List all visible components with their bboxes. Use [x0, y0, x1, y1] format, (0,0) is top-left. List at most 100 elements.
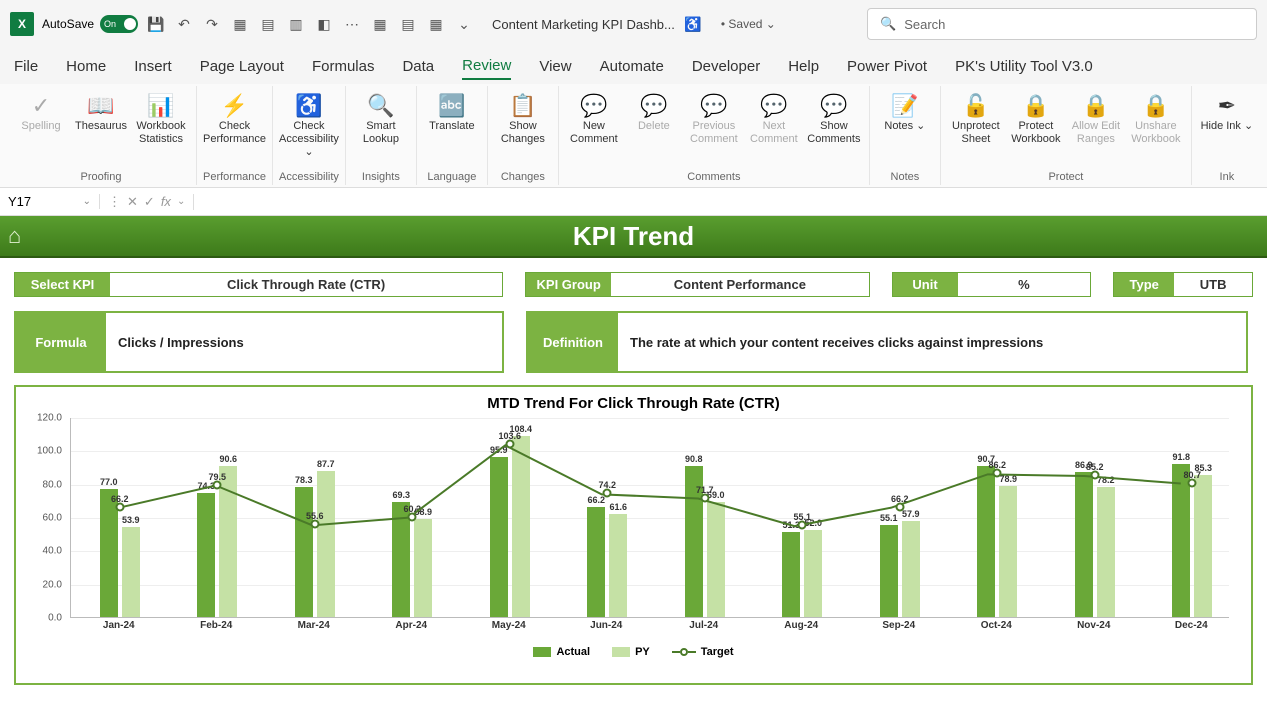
ribbon-icon: 🔓	[962, 92, 989, 120]
name-box[interactable]: Y17⌄	[0, 194, 100, 209]
tab-insert[interactable]: Insert	[134, 54, 172, 79]
type-label: Type	[1114, 273, 1174, 296]
ribbon-btn-label: Protect Workbook	[1009, 120, 1063, 146]
ribbon-btn-check-accessibility-[interactable]: ♿Check Accessibility ⌄	[280, 88, 338, 164]
chart-legend: Actual PY Target	[28, 644, 1239, 658]
ribbon-btn-previous-comment: 💬Previous Comment	[685, 88, 743, 150]
x-label: Aug-24	[784, 620, 818, 631]
toggle-switch[interactable]: On	[100, 15, 138, 33]
definition-label: Definition	[528, 313, 618, 371]
save-icon[interactable]: 💾	[146, 14, 166, 34]
bar-actual-label: 77.0	[96, 477, 122, 487]
tab-file[interactable]: File	[14, 54, 38, 79]
legend-target: Target	[672, 646, 734, 658]
target-marker	[1188, 478, 1197, 487]
fx-menu-icon[interactable]: ⋮	[108, 194, 121, 210]
tab-developer[interactable]: Developer	[692, 54, 760, 79]
x-label: Jul-24	[689, 620, 718, 631]
ribbon-btn-label: Check Accessibility ⌄	[279, 120, 339, 160]
home-icon[interactable]: ⌂	[8, 223, 21, 249]
legend-py: PY	[612, 646, 650, 658]
fx-icon[interactable]: fx	[161, 194, 171, 209]
tab-power-pivot[interactable]: Power Pivot	[847, 54, 927, 79]
qat-icon-4[interactable]: ◧	[314, 14, 334, 34]
ribbon: ✓Spelling📖Thesaurus📊Workbook StatisticsP…	[0, 84, 1267, 188]
tab-page-layout[interactable]: Page Layout	[200, 54, 284, 79]
qat-icon-7[interactable]: ▤	[398, 14, 418, 34]
tab-help[interactable]: Help	[788, 54, 819, 79]
bar-py	[512, 436, 530, 617]
tab-pk-s-utility-tool-v3-0[interactable]: PK's Utility Tool V3.0	[955, 54, 1093, 79]
tab-review[interactable]: Review	[462, 53, 511, 80]
ribbon-icon: ✒	[1218, 92, 1236, 120]
ribbon-btn-next-comment: 💬Next Comment	[745, 88, 803, 150]
ribbon-btn-label: Allow Edit Ranges	[1069, 120, 1123, 146]
bar-actual	[295, 487, 313, 618]
select-kpi-chip[interactable]: Select KPI Click Through Rate (CTR)	[14, 272, 503, 297]
y-axis: 0.020.040.060.080.0100.0120.0	[28, 418, 66, 618]
formula-value: Clicks / Impressions	[106, 313, 502, 371]
search-input[interactable]: 🔍 Search	[867, 8, 1257, 40]
saved-status[interactable]: • Saved ⌄	[721, 17, 776, 31]
ribbon-group-protect: 🔓Unprotect Sheet🔒Protect Workbook 🔒Allow …	[941, 86, 1192, 185]
ribbon-btn-show-comments[interactable]: 💬Show Comments	[805, 88, 863, 150]
redo-icon[interactable]: ↷	[202, 14, 222, 34]
bar-py-label: 90.6	[215, 454, 241, 464]
ribbon-btn-hide-ink-[interactable]: ✒Hide Ink ⌄	[1198, 88, 1256, 137]
ribbon-btn-show-changes[interactable]: 📋Show Changes	[494, 88, 552, 150]
gridline	[71, 418, 1229, 419]
qat-icon-1[interactable]: ▦	[230, 14, 250, 34]
fx-dropdown-icon[interactable]: ⌄	[177, 196, 185, 207]
chevron-down-icon: ⌄	[83, 196, 91, 207]
ribbon-tabs: File Home Insert Page Layout Formulas Data Rev…	[0, 48, 1267, 84]
ribbon-btn-workbook-statistics[interactable]: 📊Workbook Statistics	[132, 88, 190, 150]
bar-actual-label: 69.3	[388, 490, 414, 500]
ribbon-btn-check-performance[interactable]: ⚡Check Performance	[205, 88, 263, 150]
tab-home[interactable]: Home	[66, 54, 106, 79]
ribbon-btn-new-comment[interactable]: 💬New Comment	[565, 88, 623, 150]
tab-automate[interactable]: Automate	[600, 54, 664, 79]
unit-chip: Unit %	[892, 272, 1092, 297]
tab-formulas[interactable]: Formulas	[312, 54, 375, 79]
qat-icon-3[interactable]: ▥	[286, 14, 306, 34]
ribbon-group-label: Accessibility	[279, 169, 339, 185]
ribbon-icon: ♿	[295, 92, 322, 120]
enter-icon[interactable]: ✓	[144, 194, 155, 210]
ribbon-group-label: Notes	[891, 169, 920, 185]
chart-container: MTD Trend For Click Through Rate (CTR) 0…	[14, 385, 1253, 685]
qat-icon-5[interactable]: ⋯	[342, 14, 362, 34]
undo-icon[interactable]: ↶	[174, 14, 194, 34]
gridline	[71, 585, 1229, 586]
ribbon-group-ink: ✒Hide Ink ⌄Ink	[1192, 86, 1262, 185]
definition-value: The rate at which your content receives …	[618, 313, 1246, 371]
ribbon-btn-label: New Comment	[567, 120, 621, 146]
ribbon-btn-translate[interactable]: 🔤Translate	[423, 88, 481, 137]
ribbon-btn-notes-[interactable]: 📝Notes ⌄	[876, 88, 934, 137]
qat-icon-2[interactable]: ▤	[258, 14, 278, 34]
qat-icon-6[interactable]: ▦	[370, 14, 390, 34]
target-marker	[408, 512, 417, 521]
title-bar: X AutoSave On 💾 ↶ ↷ ▦ ▤ ▥ ◧ ⋯ ▦ ▤ ▦ ⌄ Co…	[0, 0, 1267, 48]
qat-overflow-icon[interactable]: ⌄	[454, 14, 474, 34]
kpi-group-value: Content Performance	[611, 273, 868, 296]
gridline	[71, 485, 1229, 486]
ribbon-icon: 🔒	[1082, 92, 1109, 120]
ribbon-btn-unprotect-sheet[interactable]: 🔓Unprotect Sheet	[947, 88, 1005, 150]
accessibility-icon[interactable]: ♿	[683, 14, 703, 34]
autosave-toggle[interactable]: AutoSave On	[42, 15, 138, 33]
ribbon-btn-thesaurus[interactable]: 📖Thesaurus	[72, 88, 130, 137]
formula-chip: Formula Clicks / Impressions	[14, 311, 504, 373]
ribbon-btn-smart-lookup[interactable]: 🔍Smart Lookup	[352, 88, 410, 150]
bar-py	[707, 502, 725, 617]
kpi-group-label: KPI Group	[526, 273, 611, 296]
cancel-icon[interactable]: ✕	[127, 194, 138, 210]
tab-data[interactable]: Data	[402, 54, 434, 79]
legend-actual: Actual	[533, 646, 590, 658]
ribbon-group-insights: 🔍Smart LookupInsights	[346, 86, 417, 185]
qat-icon-8[interactable]: ▦	[426, 14, 446, 34]
target-marker	[798, 521, 807, 530]
kpi-header-title: KPI Trend	[573, 221, 694, 252]
ribbon-icon: 💬	[580, 92, 607, 120]
tab-view[interactable]: View	[539, 54, 571, 79]
ribbon-btn-protect-workbook[interactable]: 🔒Protect Workbook	[1007, 88, 1065, 150]
